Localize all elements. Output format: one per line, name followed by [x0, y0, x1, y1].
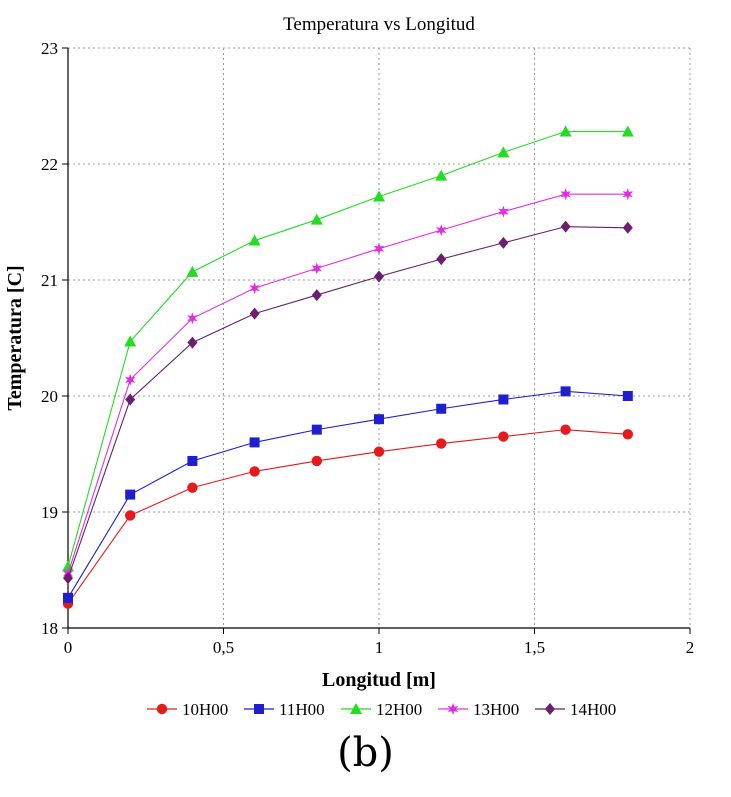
series-10H00: [62, 424, 633, 609]
legend-marker: [447, 703, 459, 715]
data-point: [125, 393, 136, 406]
data-point: [498, 205, 509, 218]
data-point: [497, 146, 510, 158]
y-tick-label: 23: [41, 39, 58, 58]
data-point: [249, 307, 260, 320]
data-point: [249, 437, 260, 448]
legend-label: 13H00: [473, 700, 519, 719]
data-point: [560, 220, 571, 233]
data-point: [186, 265, 199, 277]
data-point: [374, 414, 384, 425]
x-tick-label: 1,5: [524, 638, 545, 657]
data-point: [63, 572, 73, 585]
data-point: [436, 224, 447, 237]
data-point: [125, 489, 136, 500]
data-point: [63, 592, 73, 603]
data-point: [124, 335, 137, 347]
text-layer: 0 0,5 1 1,5 2 18 19 20 21 22 23 Temperatura vs Long…: [4, 14, 694, 691]
data-point: [187, 336, 198, 349]
data-point: [125, 373, 136, 386]
x-tick-label: 0,5: [213, 638, 234, 657]
data-point: [248, 234, 261, 246]
legend-marker: [350, 703, 362, 714]
data-point: [374, 270, 384, 283]
data-point: [187, 482, 198, 493]
data-point: [560, 188, 571, 201]
series-line: [67, 429, 628, 604]
legend-label: 12H00: [376, 700, 422, 719]
legend-item-12H00: 12H00: [341, 700, 422, 719]
legend: 10H00 11H00 12H00 13H00 14H00: [147, 700, 616, 719]
grid-layer: [68, 47, 691, 628]
data-point: [249, 282, 260, 295]
data-point: [125, 510, 136, 521]
data-point: [311, 262, 322, 275]
series-12H00: [62, 125, 634, 572]
series-line: [67, 390, 628, 599]
series-14H00: [63, 220, 633, 585]
legend-item-11H00: 11H00: [244, 700, 325, 719]
series-line: [67, 226, 628, 579]
data-point: [498, 394, 509, 405]
data-point: [311, 289, 322, 302]
legend-item-10H00: 10H00: [147, 700, 228, 719]
series-layer: [62, 125, 634, 609]
y-tick-label: 19: [41, 503, 58, 522]
series-11H00: [63, 386, 633, 603]
data-point: [559, 125, 572, 137]
data-point: [436, 438, 447, 449]
x-axis-label: Longitud [m]: [322, 669, 436, 691]
x-tick-label: 0: [64, 638, 73, 657]
series-line: [67, 193, 628, 574]
y-axis-label: Temperatura [C]: [4, 265, 26, 410]
y-tick-label: 21: [41, 271, 58, 290]
legend-marker: [254, 704, 264, 714]
legend-item-13H00: 13H00: [438, 700, 519, 719]
data-point: [311, 455, 322, 467]
data-point: [436, 403, 447, 414]
chart-title: Temperatura vs Longitud: [283, 14, 475, 35]
data-point: [622, 391, 633, 401]
legend-label: 11H00: [279, 700, 325, 719]
data-point: [373, 190, 385, 202]
data-point: [436, 253, 447, 266]
data-point: [435, 169, 448, 181]
series-line: [67, 130, 628, 567]
data-point: [249, 466, 260, 477]
figure-caption: (b): [337, 730, 394, 776]
data-point: [560, 424, 571, 435]
data-point: [560, 386, 571, 397]
data-point: [621, 125, 634, 137]
data-point: [622, 188, 633, 201]
data-point: [311, 424, 322, 435]
legend-label: 14H00: [570, 700, 616, 719]
y-tick-label: 20: [41, 387, 58, 406]
data-point: [310, 213, 323, 225]
legend-marker: [156, 703, 168, 715]
data-point: [187, 312, 198, 325]
x-tick-label: 2: [686, 638, 695, 657]
data-point: [498, 431, 509, 442]
y-tick-label: 18: [41, 619, 58, 638]
data-point: [498, 236, 509, 249]
data-point: [373, 446, 385, 457]
legend-marker: [545, 703, 555, 715]
x-tick-label: 1: [375, 638, 384, 657]
legend-item-14H00: 14H00: [535, 700, 616, 719]
axes-layer: [62, 47, 691, 634]
data-point: [622, 429, 633, 440]
y-tick-label: 22: [41, 155, 58, 174]
data-point: [373, 242, 385, 255]
data-point: [187, 455, 198, 466]
data-point: [622, 221, 633, 234]
series-13H00: [62, 188, 633, 580]
legend-label: 10H00: [182, 700, 228, 719]
